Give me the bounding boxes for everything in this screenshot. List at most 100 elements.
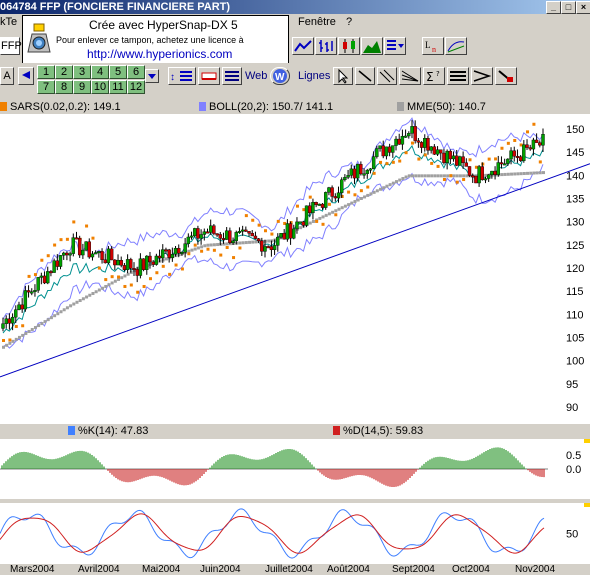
sum-tool-button[interactable]: Σ? (423, 67, 445, 85)
horizontal-lines-button[interactable] (447, 67, 469, 85)
candle-body (397, 138, 401, 145)
close-button[interactable]: × (576, 1, 590, 14)
line-chart-button[interactable] (292, 37, 314, 55)
candle-body (129, 259, 133, 269)
sar-dot (449, 174, 453, 178)
candle-chart-button[interactable] (338, 37, 360, 55)
sar-dot (174, 263, 178, 267)
sar-dot (366, 185, 370, 189)
sar-dot (21, 324, 25, 328)
candle-body (483, 178, 488, 181)
candle-body (518, 156, 523, 161)
candle-body (509, 150, 513, 160)
period-dropdown-button[interactable] (145, 69, 159, 83)
mme-dot (120, 276, 124, 280)
mme-dot (33, 326, 37, 330)
period-button-7[interactable]: 7 (37, 80, 55, 94)
candle-body (161, 249, 165, 259)
candle-body (474, 175, 478, 184)
candle-body (215, 233, 219, 236)
fan-lines-icon (401, 70, 419, 82)
indicator-menu-button[interactable] (384, 37, 406, 55)
mme-dot (395, 180, 399, 184)
channel-tool-button[interactable] (377, 67, 397, 85)
sar-dot (398, 159, 402, 163)
period-button-11[interactable]: 11 (109, 80, 127, 94)
osc-marker (584, 439, 590, 443)
oscillator-chart[interactable]: 0.50.0 (0, 439, 590, 499)
candle-body (336, 192, 341, 199)
mme-dot (458, 174, 462, 178)
candle-body (237, 231, 242, 233)
candle-body (247, 231, 251, 234)
legend-boll: BOLL(20,2): 150.7/ 141.1 (199, 100, 333, 114)
stamp-link[interactable]: http://www.hyperionics.com (87, 47, 233, 61)
period-button-4[interactable]: 4 (91, 65, 109, 79)
line-tool-button[interactable] (355, 67, 375, 85)
svg-text:L: L (425, 40, 431, 50)
candle-body (17, 304, 21, 310)
period-button-8[interactable]: 8 (55, 80, 73, 94)
period-button-9[interactable]: 9 (73, 80, 91, 94)
symbol-field[interactable]: FFP (0, 37, 22, 55)
mme-dot (407, 174, 411, 178)
sort-button[interactable]: ↕ (168, 67, 196, 85)
stochastic-chart[interactable]: 50 (0, 503, 590, 564)
trend-curve-icon (447, 41, 465, 53)
candle-body (400, 136, 405, 145)
trend-tool-button[interactable] (445, 37, 467, 55)
candle-body (266, 246, 270, 249)
menu-item-help[interactable]: ? (346, 16, 353, 28)
sar-dot (33, 273, 37, 277)
period-button-10[interactable]: 10 (91, 80, 109, 94)
period-button-5[interactable]: 5 (109, 65, 127, 79)
candle-body (4, 318, 8, 324)
price-panel[interactable]: 150 145 140 135 130 125 120 115 110 105 100 95 90 (0, 114, 590, 437)
price-chart[interactable]: 150 145 140 135 130 125 120 115 110 105 100 95 90 (0, 114, 590, 437)
candle-body (145, 255, 149, 270)
period-button-2[interactable]: 2 (55, 65, 73, 79)
bar-chart-button[interactable] (315, 37, 337, 55)
mountain-icon (363, 41, 381, 53)
candle-body (218, 234, 222, 239)
web-button[interactable]: W (270, 67, 290, 85)
font-a-button[interactable]: A (0, 67, 14, 85)
candle-body (269, 246, 274, 250)
mme-dot (353, 200, 357, 204)
oscillator-panel[interactable]: 0.5 0.0 (0, 439, 590, 499)
sar-dot (117, 275, 121, 279)
period-button-3[interactable]: 3 (73, 65, 91, 79)
legend-k: %K(14): 47.83 (68, 424, 148, 438)
candle-body (97, 251, 101, 254)
menu-item-fenetre[interactable]: Fenêtre (298, 16, 336, 28)
sar-dot (142, 284, 146, 288)
angle-tool-button[interactable] (471, 67, 493, 85)
sar-dot (500, 146, 504, 150)
web-label[interactable]: Web (245, 70, 268, 82)
menu-item-fragment[interactable]: kTe (0, 16, 18, 28)
maximize-button[interactable]: □ (561, 1, 576, 14)
mme-dot (117, 277, 121, 281)
period-button-12[interactable]: 12 (127, 80, 145, 94)
mme-dot (8, 341, 12, 345)
mme-dot (88, 293, 92, 297)
minimize-button[interactable]: _ (546, 1, 561, 14)
stack-button[interactable] (222, 67, 242, 85)
area-chart-button[interactable] (361, 37, 383, 55)
panel-divider (0, 499, 590, 503)
delete-line-button[interactable] (198, 67, 220, 85)
mme-dot (506, 172, 510, 176)
period-button-6[interactable]: 6 (127, 65, 145, 79)
sar-dot (110, 275, 114, 279)
fan-tool-button[interactable] (399, 67, 421, 85)
mme-dot (446, 174, 450, 178)
sar-dot (187, 252, 191, 256)
arrow-left-button[interactable] (18, 67, 34, 85)
pointer-tool-button[interactable] (333, 67, 353, 85)
erase-tool-button[interactable] (495, 67, 517, 85)
period-button-1[interactable]: 1 (37, 65, 55, 79)
candle-body (314, 202, 318, 205)
stochastic-panel[interactable]: 50 (0, 503, 590, 564)
candle-body (221, 238, 226, 241)
